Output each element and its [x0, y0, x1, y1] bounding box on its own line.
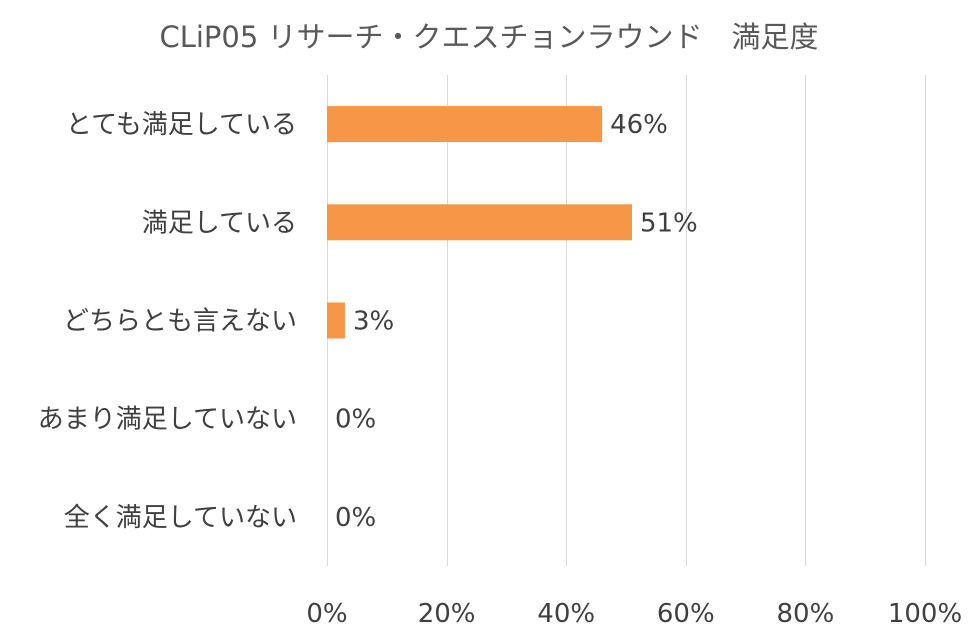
- category-label: 全く満足していない: [64, 503, 297, 533]
- x-tick-label: 0%: [306, 599, 347, 629]
- bars: [327, 106, 632, 339]
- data-labels: 46% 51% 3% 0% 0%: [335, 110, 698, 533]
- x-tick-label: 100%: [888, 599, 962, 629]
- x-tick-label: 20%: [418, 599, 476, 629]
- bar: [327, 204, 632, 241]
- category-label: とても満足している: [66, 110, 297, 140]
- x-tick-labels: 0% 20% 40% 60% 80% 100%: [306, 599, 962, 629]
- x-tick-label: 80%: [777, 599, 835, 629]
- bar: [327, 302, 345, 339]
- x-tick-label: 60%: [657, 599, 715, 629]
- category-label: 満足している: [142, 208, 297, 238]
- category-labels: とても満足している満足しているどちらとも言えないあまり満足していない全く満足して…: [38, 110, 297, 533]
- bar: [327, 106, 603, 143]
- data-label: 51%: [640, 208, 698, 238]
- data-label: 0%: [335, 503, 376, 533]
- chart-title: CLiP05 リサーチ・クエスチョンラウンド 満足度: [159, 20, 818, 54]
- x-tick-label: 40%: [537, 599, 595, 629]
- data-label: 46%: [610, 110, 668, 140]
- data-label: 0%: [335, 405, 376, 435]
- category-label: どちらとも言えない: [63, 307, 297, 337]
- gridlines: [327, 75, 926, 566]
- data-label: 3%: [353, 307, 394, 337]
- category-label: あまり満足していない: [38, 405, 297, 435]
